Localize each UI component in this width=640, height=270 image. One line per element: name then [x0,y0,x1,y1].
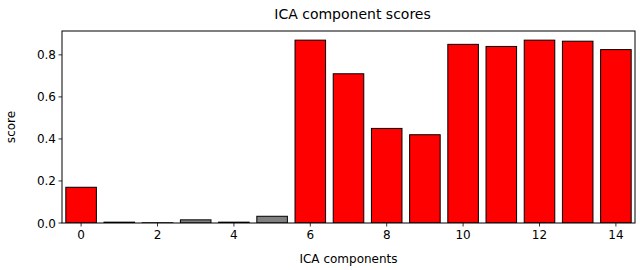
bar [66,187,97,223]
y-tick-label: 0.4 [37,132,56,146]
x-tick [310,223,311,227]
chart-svg: 0 2 4 6 8 10 12 14 0.0 0.2 0.4 0.6 0.8 ICA component … [0,0,640,270]
bar [562,41,593,223]
y-tick [59,180,63,181]
x-tick-label: 10 [455,228,470,242]
bar [371,128,402,223]
bar [257,216,288,223]
x-tick-label: 14 [608,228,623,242]
x-tick-label: 12 [532,228,547,242]
y-tick [59,223,63,224]
x-tick [463,223,464,227]
bar [333,74,364,223]
bars [66,40,631,223]
y-tick-label: 0.2 [37,174,56,188]
x-axis-label: ICA components [299,252,397,266]
y-tick-label: 0.0 [37,217,56,231]
x-tick [81,223,82,227]
y-tick [59,96,63,97]
x-tick-label: 8 [383,228,391,242]
x-tick [615,223,616,227]
x-tick [539,223,540,227]
bar [524,40,555,223]
x-tick [157,223,158,227]
chart-container: 0 2 4 6 8 10 12 14 0.0 0.2 0.4 0.6 0.8 ICA component … [0,0,640,270]
bar [448,44,479,223]
title: ICA component scores [274,6,431,22]
x-tick-label: 4 [230,228,238,242]
x-tick [386,223,387,227]
x-tick-label: 0 [77,228,85,242]
y-tick [59,54,63,55]
bar [295,40,326,223]
plot-frame [62,31,635,223]
bar [410,135,441,223]
y-axis-label: score [4,111,18,143]
x-tick-label: 2 [154,228,162,242]
x-tick [233,223,234,227]
x-tick-label: 6 [306,228,314,242]
bar [601,50,632,223]
y-tick-label: 0.8 [37,48,56,62]
y-tick-label: 0.6 [37,90,56,104]
y-tick [59,138,63,139]
bar [486,46,517,223]
